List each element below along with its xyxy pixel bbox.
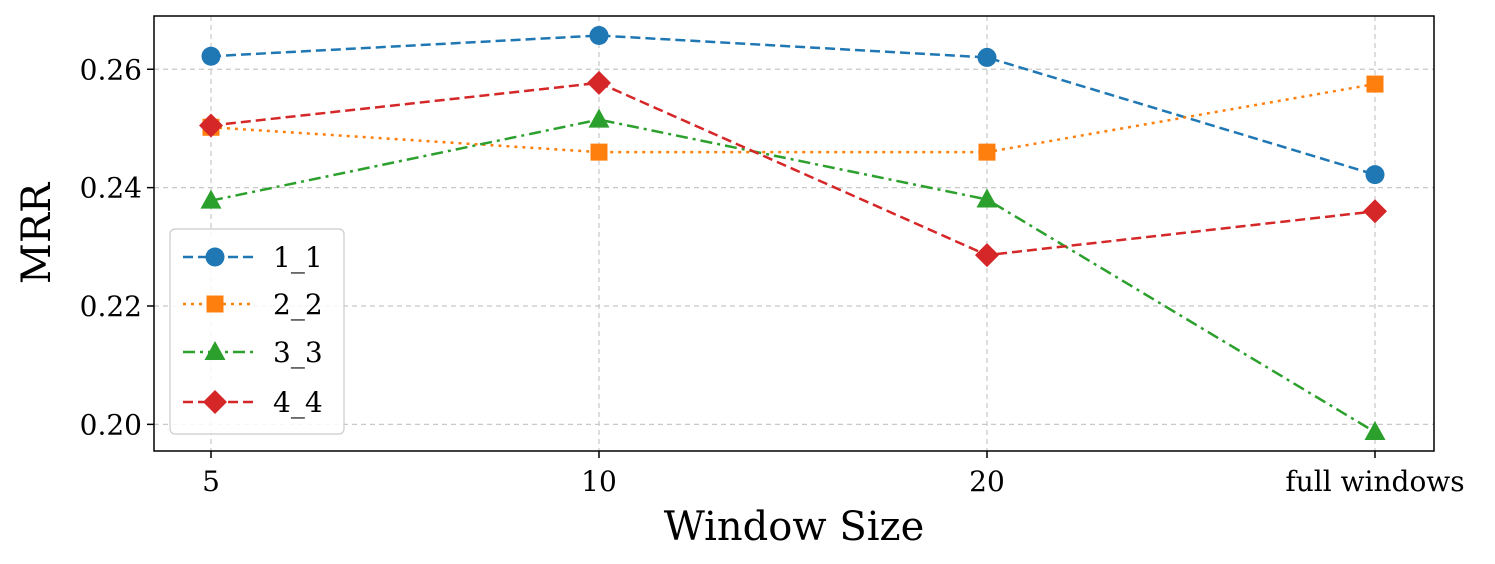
plot-frame [153,15,1435,452]
data-point [200,189,222,209]
legend-label: 1_1 [273,241,323,274]
legend-item: 3_3 [183,336,323,369]
y-tick-label: 0.20 [80,408,142,441]
axes: 5 10 20 full windows 0.20 0.22 0.24 0.26 [80,53,1465,498]
y-tick-label: 0.26 [80,53,142,86]
data-point [978,143,996,161]
data-point [589,26,609,46]
series-4_4 [199,70,1387,268]
data-point [201,46,221,66]
data-point [976,188,998,208]
data-point [1364,421,1386,441]
data-point [975,243,999,268]
x-tick-label: 5 [202,465,220,498]
x-tick-label: 20 [969,465,1005,498]
series-line [210,118,1376,434]
data-point [590,143,608,161]
legend-marker [206,295,224,313]
y-axis-title: MRR [14,181,60,284]
series-line [210,81,1376,257]
data-point [1366,75,1384,93]
x-tick-label: 10 [581,465,617,498]
legend-marker [204,341,226,360]
legend-marker [205,247,225,267]
series-2_2 [202,75,1384,161]
y-tick-label: 0.24 [80,172,142,205]
x-tick-label: full windows [1285,465,1464,498]
legend-item: 4_4 [183,386,323,419]
legend-marker [203,390,227,414]
legend: 1_1 2_2 3_3 4_4 [169,228,345,435]
series-group [199,26,1387,441]
grid [154,16,1434,451]
data-point [588,108,610,128]
legend-label: 2_2 [273,288,323,321]
legend-item: 1_1 [183,241,323,274]
series-3_3 [200,108,1386,441]
series-line [210,82,1376,154]
x-axis-title: Window Size [664,504,925,550]
legend-label: 4_4 [273,386,323,419]
data-point [1365,165,1385,185]
data-point [587,70,611,95]
series-line [210,34,1376,176]
data-point [199,113,223,138]
legend-item: 2_2 [183,288,323,321]
y-tick-label: 0.22 [80,290,142,323]
legend-box [169,228,345,435]
data-point [1363,199,1387,224]
data-point [977,47,997,67]
legend-label: 3_3 [273,336,323,369]
series-1_1 [201,26,1385,185]
